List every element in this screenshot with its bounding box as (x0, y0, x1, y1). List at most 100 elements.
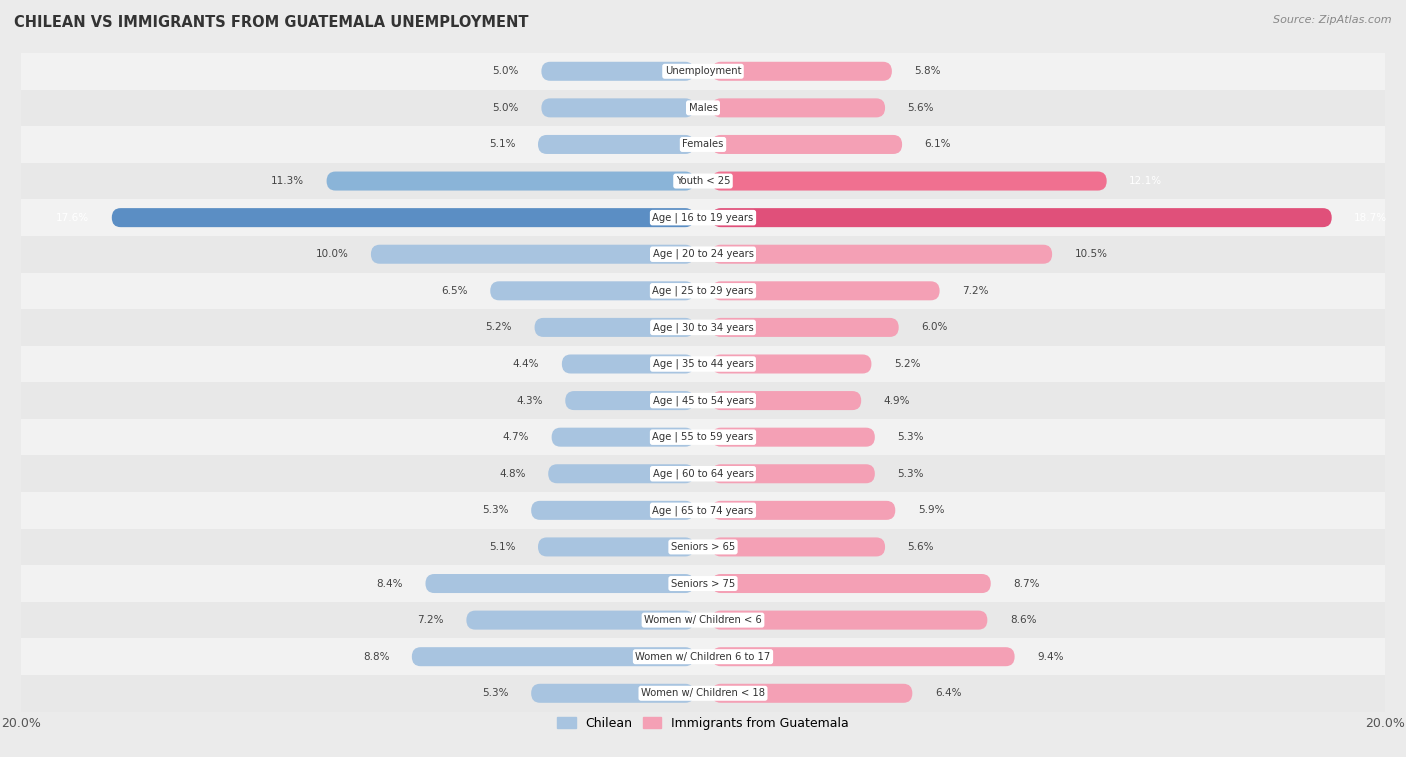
FancyBboxPatch shape (711, 98, 884, 117)
Text: Age | 45 to 54 years: Age | 45 to 54 years (652, 395, 754, 406)
FancyBboxPatch shape (371, 245, 695, 263)
Bar (21, 273, 1385, 309)
FancyBboxPatch shape (412, 647, 695, 666)
Bar (21, 602, 1385, 638)
Text: Age | 20 to 24 years: Age | 20 to 24 years (652, 249, 754, 260)
FancyBboxPatch shape (538, 135, 695, 154)
Text: Women w/ Children < 18: Women w/ Children < 18 (641, 688, 765, 698)
Text: 12.1%: 12.1% (1129, 176, 1163, 186)
Bar (21, 675, 1385, 712)
Bar (21, 309, 1385, 346)
Text: Seniors > 75: Seniors > 75 (671, 578, 735, 588)
Text: Youth < 25: Youth < 25 (676, 176, 730, 186)
Text: 5.3%: 5.3% (897, 432, 924, 442)
Bar (21, 528, 1385, 565)
Text: 6.1%: 6.1% (925, 139, 950, 149)
Text: 5.0%: 5.0% (492, 103, 519, 113)
FancyBboxPatch shape (711, 172, 1107, 191)
FancyBboxPatch shape (565, 391, 695, 410)
Legend: Chilean, Immigrants from Guatemala: Chilean, Immigrants from Guatemala (553, 712, 853, 735)
FancyBboxPatch shape (711, 464, 875, 483)
Text: CHILEAN VS IMMIGRANTS FROM GUATEMALA UNEMPLOYMENT: CHILEAN VS IMMIGRANTS FROM GUATEMALA UNE… (14, 15, 529, 30)
FancyBboxPatch shape (541, 98, 695, 117)
Text: 17.6%: 17.6% (56, 213, 89, 223)
Text: 5.2%: 5.2% (485, 322, 512, 332)
Text: 5.8%: 5.8% (914, 67, 941, 76)
Text: 6.0%: 6.0% (921, 322, 948, 332)
FancyBboxPatch shape (711, 282, 939, 301)
Text: 9.4%: 9.4% (1038, 652, 1063, 662)
Bar (21, 199, 1385, 236)
FancyBboxPatch shape (538, 537, 695, 556)
FancyBboxPatch shape (426, 574, 695, 593)
Text: 5.1%: 5.1% (489, 542, 516, 552)
Text: 7.2%: 7.2% (962, 286, 988, 296)
FancyBboxPatch shape (491, 282, 695, 301)
Text: Women w/ Children < 6: Women w/ Children < 6 (644, 615, 762, 625)
Text: Source: ZipAtlas.com: Source: ZipAtlas.com (1274, 15, 1392, 25)
FancyBboxPatch shape (711, 684, 912, 702)
FancyBboxPatch shape (534, 318, 695, 337)
FancyBboxPatch shape (711, 354, 872, 373)
FancyBboxPatch shape (541, 62, 695, 81)
Text: 7.2%: 7.2% (418, 615, 444, 625)
Text: 5.2%: 5.2% (894, 359, 921, 369)
FancyBboxPatch shape (711, 318, 898, 337)
Text: 8.7%: 8.7% (1014, 578, 1040, 588)
Text: Age | 65 to 74 years: Age | 65 to 74 years (652, 505, 754, 516)
Bar (21, 638, 1385, 675)
Text: Age | 35 to 44 years: Age | 35 to 44 years (652, 359, 754, 369)
Text: Females: Females (682, 139, 724, 149)
Text: 8.4%: 8.4% (377, 578, 404, 588)
Bar (21, 89, 1385, 126)
FancyBboxPatch shape (562, 354, 695, 373)
Text: Women w/ Children 6 to 17: Women w/ Children 6 to 17 (636, 652, 770, 662)
Text: 5.9%: 5.9% (918, 506, 945, 516)
Text: Males: Males (689, 103, 717, 113)
FancyBboxPatch shape (711, 245, 1052, 263)
Text: Age | 60 to 64 years: Age | 60 to 64 years (652, 469, 754, 479)
Text: 10.0%: 10.0% (315, 249, 349, 259)
Text: 11.3%: 11.3% (271, 176, 304, 186)
FancyBboxPatch shape (711, 611, 987, 630)
Text: 5.0%: 5.0% (492, 67, 519, 76)
Text: 6.5%: 6.5% (441, 286, 468, 296)
Text: 8.6%: 8.6% (1010, 615, 1036, 625)
Bar (21, 565, 1385, 602)
FancyBboxPatch shape (531, 501, 695, 520)
Bar (21, 456, 1385, 492)
FancyBboxPatch shape (711, 537, 884, 556)
Bar (21, 126, 1385, 163)
FancyBboxPatch shape (711, 647, 1015, 666)
Text: Age | 16 to 19 years: Age | 16 to 19 years (652, 213, 754, 223)
FancyBboxPatch shape (711, 208, 1331, 227)
Text: Seniors > 65: Seniors > 65 (671, 542, 735, 552)
Bar (21, 236, 1385, 273)
Bar (21, 382, 1385, 419)
FancyBboxPatch shape (711, 62, 891, 81)
FancyBboxPatch shape (548, 464, 695, 483)
Text: 4.9%: 4.9% (884, 396, 910, 406)
Text: 5.6%: 5.6% (908, 103, 934, 113)
FancyBboxPatch shape (112, 208, 695, 227)
FancyBboxPatch shape (467, 611, 695, 630)
Text: Age | 30 to 34 years: Age | 30 to 34 years (652, 322, 754, 332)
Text: 5.3%: 5.3% (482, 688, 509, 698)
Text: 5.3%: 5.3% (482, 506, 509, 516)
FancyBboxPatch shape (711, 391, 862, 410)
Text: Age | 25 to 29 years: Age | 25 to 29 years (652, 285, 754, 296)
Text: 10.5%: 10.5% (1074, 249, 1108, 259)
Text: Unemployment: Unemployment (665, 67, 741, 76)
Text: 6.4%: 6.4% (935, 688, 962, 698)
Bar (21, 163, 1385, 199)
Bar (21, 492, 1385, 528)
FancyBboxPatch shape (531, 684, 695, 702)
Text: 4.7%: 4.7% (502, 432, 529, 442)
FancyBboxPatch shape (711, 135, 903, 154)
Text: 4.8%: 4.8% (499, 469, 526, 478)
FancyBboxPatch shape (711, 428, 875, 447)
Bar (21, 346, 1385, 382)
Text: 18.7%: 18.7% (1354, 213, 1388, 223)
FancyBboxPatch shape (711, 501, 896, 520)
Bar (21, 419, 1385, 456)
